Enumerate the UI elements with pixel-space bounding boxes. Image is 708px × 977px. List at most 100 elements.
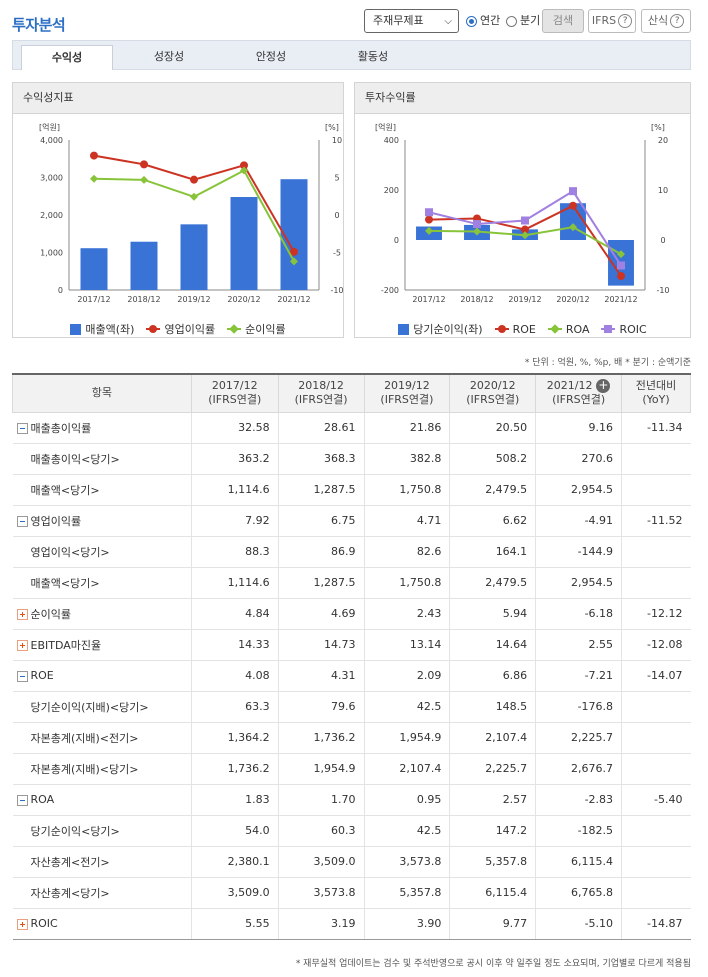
data-point [473, 227, 481, 236]
yoy-cell: -5.40 [621, 784, 691, 816]
expand-icon[interactable] [16, 609, 28, 620]
table-cell: -4.91 [535, 505, 622, 537]
bar [230, 197, 258, 290]
table-cell: -182.5 [535, 815, 622, 847]
row-label-text: 영업이익<당기> [30, 545, 110, 559]
tab-profitability[interactable]: 수익성 [21, 45, 113, 70]
legend-marker-icon [497, 325, 506, 333]
row-label[interactable]: 영업이익률 [12, 505, 192, 537]
tick-label-left: 200 [384, 186, 399, 195]
row-label[interactable]: ROA [12, 784, 192, 816]
tick-label-left: -200 [381, 286, 399, 295]
collapse-icon[interactable] [16, 670, 28, 682]
collapse-icon[interactable] [16, 516, 28, 527]
table-cell: 2,380.1 [190, 846, 279, 878]
row-label[interactable]: ROIC [12, 908, 192, 940]
row-label: 자본총계(지배)<전기> [12, 722, 192, 754]
data-point [90, 151, 98, 160]
row-label-text: 자본총계(지배)<당기> [30, 762, 139, 776]
table-cell: 2,107.4 [363, 753, 450, 785]
table-cell: 14.73 [277, 629, 364, 661]
radio-annual[interactable]: 연간 [466, 9, 500, 33]
select-value: 주재무제표 [373, 14, 424, 27]
row-label-text: 자산총계<당기> [30, 886, 110, 900]
axis-unit-left: [억원] [375, 122, 396, 132]
footer-note: * 재무실적 업데이트는 검수 및 주석반영으로 공시 이후 약 일주일 정도 … [295, 959, 691, 969]
table-row: 자본총계(지배)<전기> 1,364.2 1,736.2 1,954.9 2,107.4… [12, 722, 691, 754]
legend-swatch-icon [398, 323, 410, 335]
data-point [290, 247, 298, 256]
expand-icon[interactable] [16, 640, 28, 651]
table-cell: 0.95 [363, 784, 450, 816]
legend-item[interactable]: 매출액(좌) [70, 321, 134, 337]
legend-label: 매출액(좌) [85, 323, 135, 336]
header-col: 2020/12 (IFRS연결) [449, 373, 537, 413]
legend-item[interactable]: ROA [547, 321, 590, 337]
row-label-text: 매출액<당기> [30, 483, 100, 497]
category-label: 2018/12 [460, 295, 493, 304]
tick-label-right: -10 [656, 286, 669, 295]
table-row: 당기순이익(지배)<당기> 63.3 79.6 42.5 148.5 -176.8 [12, 691, 691, 723]
row-label-text: 매출총이익<당기> [30, 452, 120, 466]
category-label: 2019/12 [508, 295, 541, 304]
data-point [473, 220, 481, 229]
tab-stability[interactable]: 안정성 [255, 50, 287, 63]
header-item: 항목 [12, 373, 192, 413]
data-point [617, 261, 625, 270]
row-label: 매출총이익<당기> [12, 443, 192, 475]
table-cell: 2,225.7 [449, 753, 536, 785]
legend-marker-icon [229, 324, 239, 334]
data-point [569, 201, 577, 210]
formula-label: 산식 [647, 14, 669, 27]
legend-item[interactable]: 당기순이익(좌) [398, 321, 483, 337]
legend-item[interactable]: 순이익률 [227, 321, 286, 337]
radio-quarter[interactable]: 분기 [506, 9, 540, 33]
statement-type-select[interactable]: 주재무제표 ⌵ [364, 9, 459, 33]
return-chart-panel: 투자수익률 [억원] [%] 400 200 0 -200 20 10 0 -10 2017/12 2… [354, 82, 691, 338]
table-cell: -144.9 [535, 536, 622, 568]
search-button[interactable]: 검색 [542, 9, 584, 33]
tab-growth[interactable]: 성장성 [153, 50, 185, 63]
table-row: ROIC 5.55 3.19 3.90 9.77 -5.10 -14.87 [12, 908, 691, 940]
table-cell: 4.71 [363, 505, 450, 537]
table-row: 영업이익률 7.92 6.75 4.71 6.62 -4.91 -11.52 [12, 505, 691, 537]
legend-label: ROA [565, 322, 590, 336]
table-cell: 3,573.8 [363, 846, 450, 878]
expand-icon[interactable]: + [596, 378, 611, 394]
table-cell: 2,107.4 [449, 722, 536, 754]
header-col: 2018/12 (IFRS연결) [277, 373, 365, 413]
table-cell: 5,357.8 [449, 846, 536, 878]
tab-activity[interactable]: 활동성 [357, 50, 389, 63]
table-cell: 1,287.5 [277, 474, 364, 506]
tick-label-right: -5 [333, 249, 341, 258]
yoy-cell [621, 474, 691, 506]
table-cell: 2,954.5 [535, 567, 622, 599]
table-cell: 54.0 [190, 815, 279, 847]
collapse-icon[interactable] [16, 423, 28, 434]
row-label[interactable]: 순이익률 [12, 598, 192, 630]
legend-item[interactable]: 영업이익률 [146, 321, 215, 337]
category-label: 2018/12 [127, 295, 160, 304]
table-cell: 368.3 [277, 443, 364, 475]
table-cell: 363.2 [190, 443, 279, 475]
row-label[interactable]: ROE [12, 660, 192, 692]
legend-item[interactable]: ROE [494, 321, 536, 337]
row-label[interactable]: 매출총이익률 [12, 412, 192, 444]
legend-item[interactable]: ROIC [601, 321, 647, 337]
table-cell: 42.5 [363, 691, 450, 723]
collapse-icon[interactable] [16, 794, 28, 806]
table-cell: 148.5 [449, 691, 536, 723]
expand-icon[interactable] [16, 918, 28, 930]
ifrs-help-button[interactable]: IFRS? [588, 9, 636, 33]
row-label[interactable]: EBITDA마진율 [12, 629, 192, 661]
formula-help-button[interactable]: 산식? [641, 9, 691, 33]
profitability-chart: [억원] [%] 4,000 3,000 2,000 1,000 0 10 5 0 -5 -10 201… [39, 122, 343, 304]
tick-label-right: 0 [660, 236, 665, 245]
table-cell: 164.1 [449, 536, 536, 568]
table-cell: 5.94 [449, 598, 536, 630]
tick-label-left: 400 [384, 136, 399, 145]
table-cell: 382.8 [363, 443, 450, 475]
tick-label-left: 0 [394, 236, 399, 245]
table-cell: 14.33 [190, 629, 279, 661]
table-row: 매출액<당기> 1,114.6 1,287.5 1,750.8 2,479.5 2,954… [12, 474, 691, 506]
